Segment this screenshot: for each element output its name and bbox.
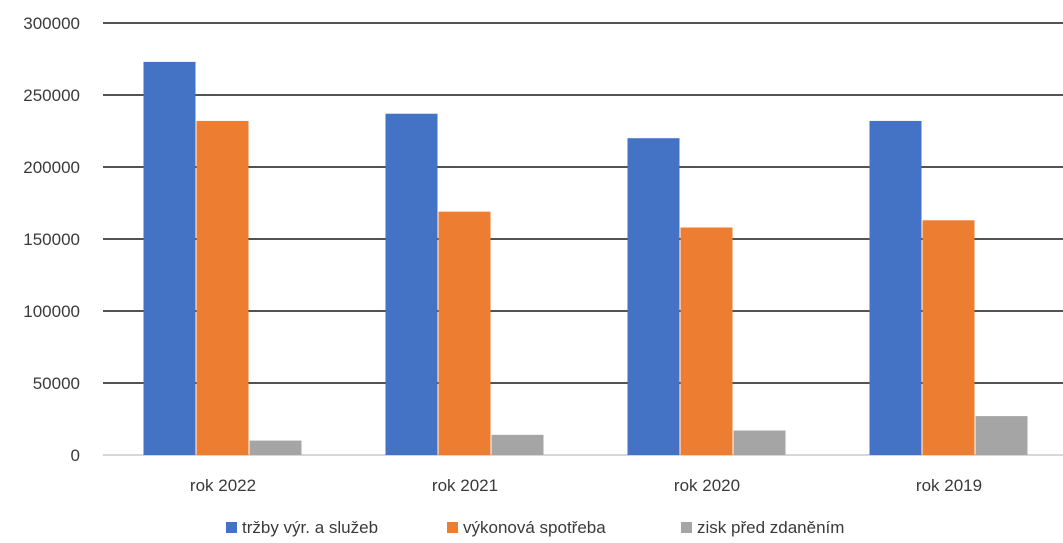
bar-tr-by-v-r-a-slu-eb-rok-2020 xyxy=(627,138,680,455)
y-axis-ticks: 0 50000 100000 150000 200000 250000 300000 xyxy=(23,14,80,465)
x-category-label: rok 2020 xyxy=(674,476,740,495)
legend-swatch xyxy=(447,522,458,533)
x-category-label: rok 2022 xyxy=(190,476,256,495)
bars xyxy=(143,61,1028,456)
bar-tr-by-v-r-a-slu-eb-rok-2019 xyxy=(869,120,922,456)
y-tick-label: 100000 xyxy=(23,302,80,321)
bar-zisk-p-ed-zdan-n-m-rok-2022 xyxy=(249,440,302,455)
legend: tržby výr. a služeb výkonová spotřeba zisk… xyxy=(226,518,844,537)
y-tick-label: 300000 xyxy=(23,14,80,33)
x-axis-labels: rok 2022 rok 2021 rok 2020 rok 2019 xyxy=(190,476,982,495)
bar-v-konov-spot-eba-rok-2020 xyxy=(680,227,733,455)
y-tick-label: 250000 xyxy=(23,86,80,105)
legend-label: zisk před zdaněním xyxy=(697,518,844,537)
gridlines xyxy=(103,22,1063,456)
bar-zisk-p-ed-zdan-n-m-rok-2019 xyxy=(975,416,1028,455)
bar-tr-by-v-r-a-slu-eb-rok-2021 xyxy=(385,113,438,455)
legend-label: tržby výr. a služeb xyxy=(242,518,378,537)
x-category-label: rok 2019 xyxy=(916,476,982,495)
bar-v-konov-spot-eba-rok-2019 xyxy=(922,220,975,455)
y-tick-label: 200000 xyxy=(23,158,80,177)
legend-label: výkonová spotřeba xyxy=(463,518,606,537)
bar-tr-by-v-r-a-slu-eb-rok-2022 xyxy=(143,61,196,455)
bar-v-konov-spot-eba-rok-2021 xyxy=(438,211,491,455)
legend-swatch xyxy=(681,522,692,533)
x-category-label: rok 2021 xyxy=(432,476,498,495)
y-tick-label: 150000 xyxy=(23,230,80,249)
bar-zisk-p-ed-zdan-n-m-rok-2020 xyxy=(733,430,786,455)
y-tick-label: 0 xyxy=(71,446,80,465)
y-tick-label: 50000 xyxy=(33,374,80,393)
legend-swatch xyxy=(226,522,237,533)
bar-v-konov-spot-eba-rok-2022 xyxy=(196,120,249,456)
bar-zisk-p-ed-zdan-n-m-rok-2021 xyxy=(491,434,544,455)
